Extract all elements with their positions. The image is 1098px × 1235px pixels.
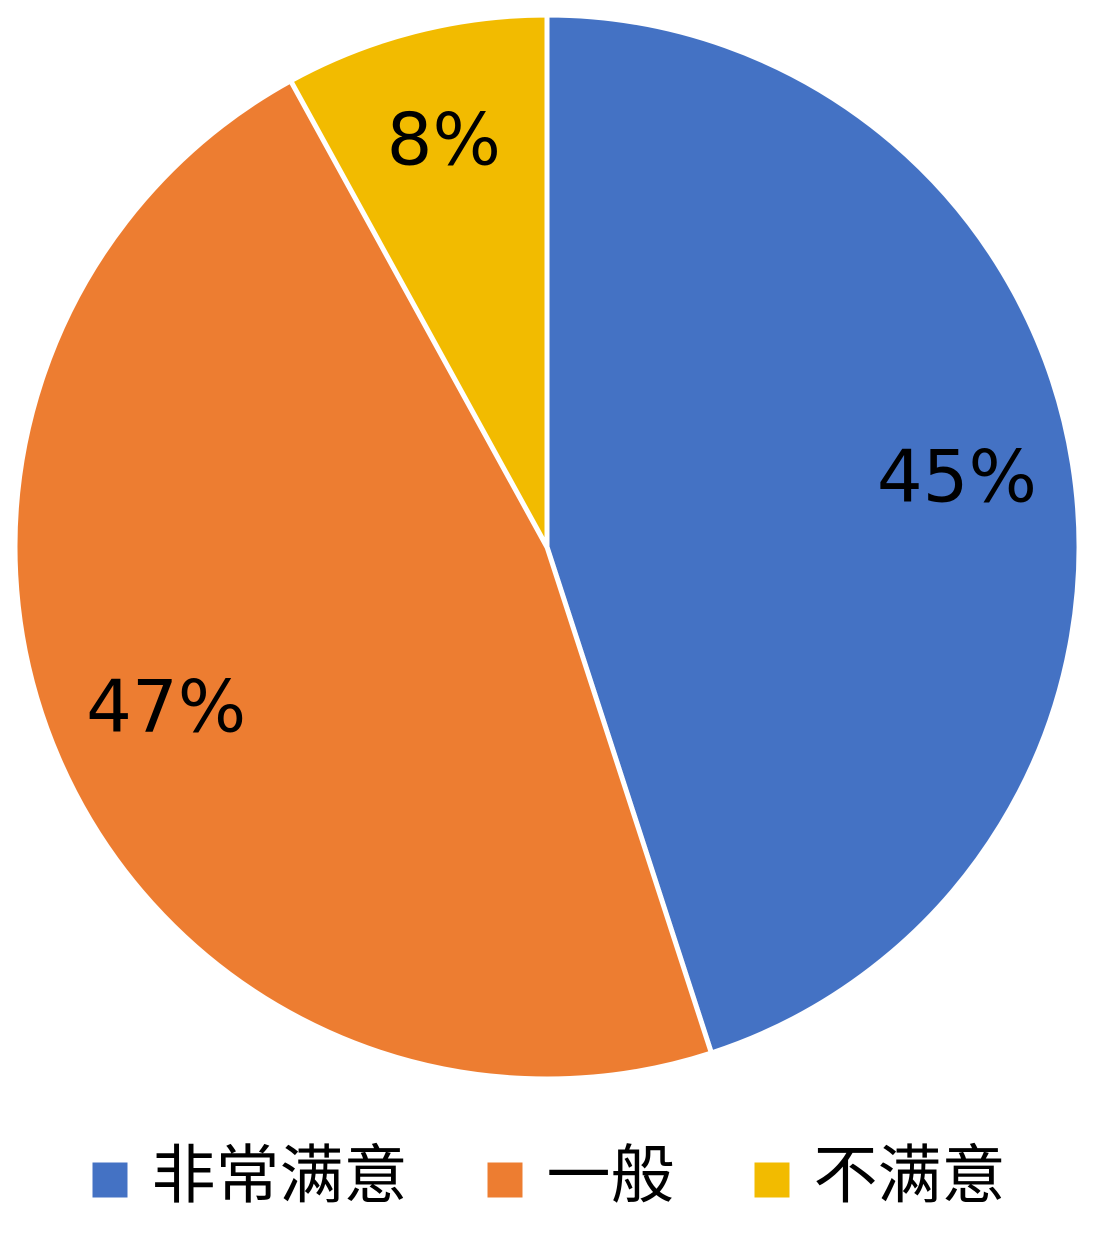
legend-label: 不满意: [814, 1140, 1006, 1214]
legend-swatch: [487, 1162, 523, 1198]
pie-slice: [12, 78, 714, 1082]
pie-slice: [288, 12, 550, 550]
data-label: 47%: [86, 664, 246, 748]
legend-swatch: [92, 1162, 128, 1198]
pie-slice: [544, 12, 1082, 1056]
data-label: 45%: [877, 435, 1037, 519]
legend-swatch: [754, 1162, 790, 1198]
legend-label: 非常满意: [152, 1140, 408, 1214]
legend-label: 一般: [547, 1140, 675, 1214]
data-label: 8%: [387, 98, 501, 182]
